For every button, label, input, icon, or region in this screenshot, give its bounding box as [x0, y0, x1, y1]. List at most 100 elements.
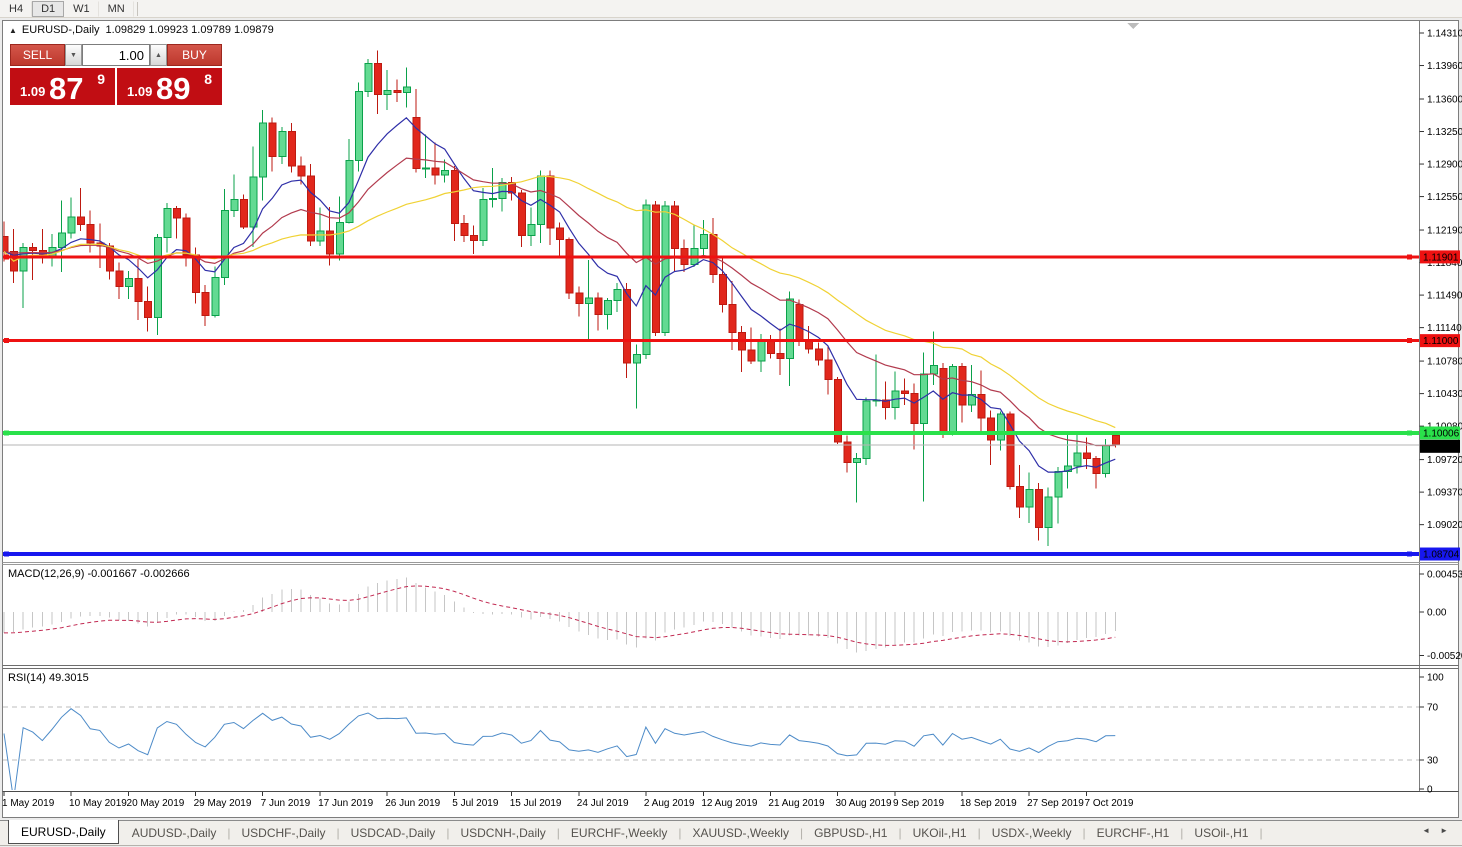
volume-increase-button[interactable]: ▲ [150, 44, 167, 66]
candle [843, 441, 852, 463]
date-label: 26 Jun 2019 [385, 798, 440, 809]
buy-button[interactable]: BUY [167, 44, 222, 66]
candle [881, 399, 890, 409]
tab-separator: | [898, 826, 902, 840]
one-click-trading-panel: SELL ▼ ▲ BUY 1.09 87 9 1.09 89 8 [10, 44, 222, 105]
date-label: 2 Aug 2019 [644, 798, 695, 809]
tab-separator: | [446, 826, 450, 840]
candle [1073, 452, 1082, 467]
candle [1035, 488, 1044, 528]
date-label: 7 Oct 2019 [1085, 798, 1134, 809]
candle [144, 301, 153, 318]
tab-scroll-right-icon[interactable]: ► [1440, 826, 1448, 835]
candle [1025, 488, 1034, 508]
date-label: 21 Aug 2019 [768, 798, 825, 809]
tab-USDX-,Weekly[interactable]: USDX-,Weekly [991, 826, 1072, 840]
candle [766, 341, 775, 355]
tab-AUDUSD-,Daily[interactable]: AUDUSD-,Daily [131, 826, 217, 840]
price-tag [1420, 334, 1460, 348]
timeframe-w1-button[interactable]: W1 [64, 0, 99, 17]
tab-GBPUSD-,H1[interactable]: GBPUSD-,H1 [814, 826, 888, 840]
tab-USDCAD-,Daily[interactable]: USDCAD-,Daily [350, 826, 436, 840]
candle [297, 165, 306, 177]
level-lines-layer[interactable] [3, 254, 1419, 557]
candle [623, 289, 632, 364]
volume-decrease-button[interactable]: ▼ [65, 44, 82, 66]
candle [948, 366, 957, 433]
sell-price-display[interactable]: 1.09 87 9 [10, 68, 115, 105]
buy-price-display[interactable]: 1.09 89 8 [117, 68, 222, 105]
candle [1044, 496, 1053, 528]
tab-scroll-left-icon[interactable]: ◄ [1422, 826, 1431, 835]
candle [163, 208, 172, 238]
candle [728, 303, 737, 333]
candle [431, 167, 440, 176]
rsi-scale-label: 100 [1427, 673, 1444, 684]
tab-EURCHF-,Weekly[interactable]: EURCHF-,Weekly [570, 826, 668, 840]
price-tag [1420, 547, 1460, 561]
candle [19, 247, 28, 272]
candle [987, 417, 996, 441]
tab-separator: | [556, 826, 560, 840]
candle [517, 192, 526, 237]
candle [335, 222, 344, 255]
timeframe-mn-button[interactable]: MN [99, 0, 134, 17]
tab-EURCHF-,H1[interactable]: EURCHF-,H1 [1096, 826, 1170, 840]
tab-XAUUSD-,Weekly[interactable]: XAUUSD-,Weekly [692, 826, 789, 840]
time-scale[interactable]: 1 May 2019 10 May 2019 20 May 2019 29 May 2… [2, 792, 1134, 809]
candle [1015, 486, 1024, 508]
price-scale[interactable]: 1.14310 1.13960 1.13600 1.13250 1.12900 1.125… [1419, 29, 1462, 561]
candle [402, 86, 411, 93]
chart-symbol-period: EURUSD-,Daily [21, 24, 100, 36]
date-label: 5 Jul 2019 [452, 798, 499, 809]
moving-average-line [3, 175, 1116, 429]
candle [584, 297, 593, 304]
candle [182, 217, 191, 256]
candle [929, 365, 938, 375]
tab-UKOil-,H1[interactable]: UKOil-,H1 [912, 826, 967, 840]
timeframe-d1-button[interactable]: D1 [32, 0, 65, 17]
timeframe-h4-button[interactable]: H4 [0, 0, 33, 17]
sell-button[interactable]: SELL [10, 44, 65, 66]
price-scale-label: 1.12900 [1427, 160, 1462, 171]
macd-label: MACD(12,26,9) -0.001667 -0.002666 [8, 568, 190, 580]
candle [901, 390, 910, 395]
date-label: 29 May 2019 [194, 798, 252, 809]
candle [211, 276, 220, 317]
sell-price-pip: 9 [97, 71, 105, 87]
candle [278, 131, 287, 158]
macd-scale[interactable]: 0.004536 0.00 -0.005205 [1419, 570, 1462, 663]
price-scale-label: 1.10780 [1427, 357, 1462, 368]
candle [795, 303, 804, 341]
line-anchor [1407, 430, 1412, 436]
timeframe-toolbar: H4 D1 W1 MN [0, 0, 1462, 18]
candle [479, 198, 488, 241]
date-label: 18 Sep 2019 [960, 798, 1017, 809]
one-click-collapse-icon[interactable]: ▲ [9, 26, 17, 35]
candle [201, 291, 210, 317]
date-label: 17 Jun 2019 [318, 798, 373, 809]
chart-plot-area[interactable] [2, 20, 1459, 818]
candle [422, 167, 431, 170]
candle [853, 458, 862, 463]
tab-USDCHF-,Daily[interactable]: USDCHF-,Daily [241, 826, 326, 840]
tab-USDCNH-,Daily[interactable]: USDCNH-,Daily [460, 826, 546, 840]
tab-EURUSD-,Daily[interactable]: EURUSD-,Daily [8, 820, 119, 844]
candle [786, 298, 795, 359]
price-scale-label: 1.09370 [1427, 488, 1462, 499]
candle [77, 216, 86, 225]
candle [67, 216, 76, 234]
volume-input[interactable] [82, 44, 150, 66]
candle [757, 341, 766, 362]
candle [862, 400, 871, 460]
chart-shift-marker-icon[interactable] [1127, 23, 1139, 29]
rsi-scale[interactable]: 100 70 30 0 [1419, 673, 1445, 796]
date-label: 24 Jul 2019 [577, 798, 629, 809]
candle [651, 204, 660, 333]
candle [220, 210, 229, 278]
candle [747, 349, 756, 362]
line-anchor [1407, 551, 1412, 557]
tab-USOil-,H1[interactable]: USOil-,H1 [1194, 826, 1249, 840]
candle [374, 63, 383, 95]
line-anchor [4, 430, 9, 436]
